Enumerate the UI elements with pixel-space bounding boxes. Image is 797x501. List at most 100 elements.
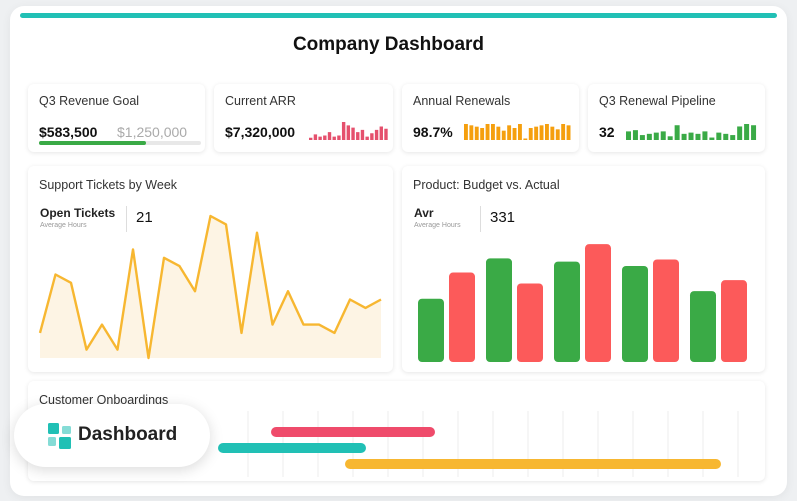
spark-bar [723, 133, 729, 140]
spark-bar [384, 128, 388, 140]
kpi-value: $583,500 [39, 124, 98, 140]
spark-bar [646, 133, 652, 140]
kpi-card-arr[interactable]: Current ARR $7,320,000 [214, 84, 393, 152]
gantt-bars [218, 419, 748, 469]
page-title: Company Dashboard [292, 34, 485, 55]
dashboard-label: Dashboard [78, 424, 178, 445]
budget-bar [486, 258, 512, 362]
actual-bar [585, 244, 611, 362]
spark-bar [744, 124, 750, 140]
spark-bar [496, 126, 501, 140]
budget-bar [418, 298, 444, 362]
chart-title: Product: Budget vs. Actual [413, 178, 560, 192]
spark-bar [356, 132, 360, 140]
tickets-line [38, 214, 382, 360]
actual-bar [653, 259, 679, 362]
stat-value: 21 [136, 209, 153, 226]
spark-bar [370, 133, 374, 140]
spark-bar [709, 137, 715, 140]
kpi-title: Q3 Renewal Pipeline [599, 94, 716, 108]
actual-bar [517, 283, 543, 362]
spark-bar [688, 132, 694, 140]
spark-bar [674, 125, 680, 140]
budget-bar [622, 266, 648, 362]
spark-bar [518, 124, 522, 140]
kpi-value: 98.7% [413, 124, 453, 140]
spark-bar [318, 136, 322, 140]
kpi-value: 32 [599, 124, 615, 140]
stat-label: Avr [414, 206, 434, 220]
spark-bar [480, 128, 485, 140]
spark-bar [379, 126, 383, 140]
spark-bar [309, 137, 313, 140]
kpi-card-pipeline[interactable]: Q3 Renewal Pipeline 32 [588, 84, 765, 152]
spark-bar [365, 136, 369, 140]
spark-bar [512, 128, 517, 140]
budget-bar [690, 291, 716, 362]
kpi-title: Q3 Revenue Goal [39, 94, 140, 108]
kpi-title: Annual Renewals [413, 94, 511, 108]
spark-bar [351, 127, 355, 140]
spark-bar [716, 132, 722, 140]
stat-divider [480, 206, 481, 232]
spark-bar [313, 134, 318, 140]
tickets-area [40, 216, 381, 358]
spark-bar [374, 129, 379, 140]
kpi-card-renewals[interactable]: Annual Renewals 98.7% [402, 84, 579, 152]
spark-bar [639, 135, 645, 140]
accent-bar [20, 13, 777, 18]
tickets-line-chart [38, 214, 382, 360]
stat-label: Open Tickets [40, 206, 116, 220]
kpi-target: $1,250,000 [117, 124, 188, 140]
spark-bar [534, 126, 539, 140]
spark-bar [632, 130, 638, 140]
spark-bar [491, 124, 495, 140]
spark-bar [660, 131, 666, 140]
pipeline-sparkline [626, 124, 757, 140]
spark-bar [323, 135, 327, 140]
spark-bar [681, 133, 687, 140]
spark-bar [507, 125, 512, 140]
spark-bar [474, 126, 479, 140]
arr-sparkline [309, 122, 388, 140]
renewals-sparkline [464, 124, 571, 140]
budget-bar [554, 261, 580, 362]
spark-bar [737, 126, 743, 140]
spark-bar [545, 124, 549, 140]
chart-title: Customer Onboardings [39, 393, 169, 407]
spark-bar [667, 136, 673, 140]
spark-bar [695, 133, 701, 140]
kpi-title: Current ARR [225, 94, 296, 108]
spark-bar [539, 125, 544, 140]
spark-bar [523, 138, 528, 140]
spark-bar [528, 128, 533, 140]
spark-bar [626, 131, 632, 140]
support-tickets-card[interactable]: Support Tickets by Week Open Tickets Ave… [28, 166, 393, 372]
spark-bar [501, 130, 506, 140]
kpi-card-revenue-goal[interactable]: Q3 Revenue Goal $583,500 $1,250,000 [28, 84, 205, 152]
actual-bar [721, 280, 747, 362]
spark-bar [702, 131, 708, 140]
spark-bar [730, 135, 736, 140]
stat-divider [126, 206, 127, 232]
progress-fill [39, 141, 146, 145]
spark-bar [555, 129, 560, 140]
dashboard-logo-icon [48, 423, 71, 449]
chart-title: Support Tickets by Week [39, 178, 178, 192]
budget-vs-actual-card[interactable]: Product: Budget vs. Actual Avr Average H… [402, 166, 765, 372]
gantt-bar[interactable] [345, 459, 722, 469]
spark-bar [550, 126, 555, 140]
spark-bar [469, 125, 474, 140]
spark-bar [327, 132, 332, 140]
dashboard-overlay-pill[interactable]: Dashboard [14, 404, 210, 467]
spark-bar [561, 124, 566, 140]
stat-sublabel: Average Hours [40, 222, 87, 229]
spark-bar [346, 125, 351, 140]
spark-bar [751, 125, 757, 140]
stat-value: 331 [490, 209, 516, 226]
actual-bar [449, 272, 475, 362]
gantt-bar[interactable] [271, 427, 436, 437]
gantt-bar[interactable] [218, 443, 367, 453]
spark-bar [360, 129, 365, 140]
kpi-value: $7,320,000 [225, 124, 296, 140]
